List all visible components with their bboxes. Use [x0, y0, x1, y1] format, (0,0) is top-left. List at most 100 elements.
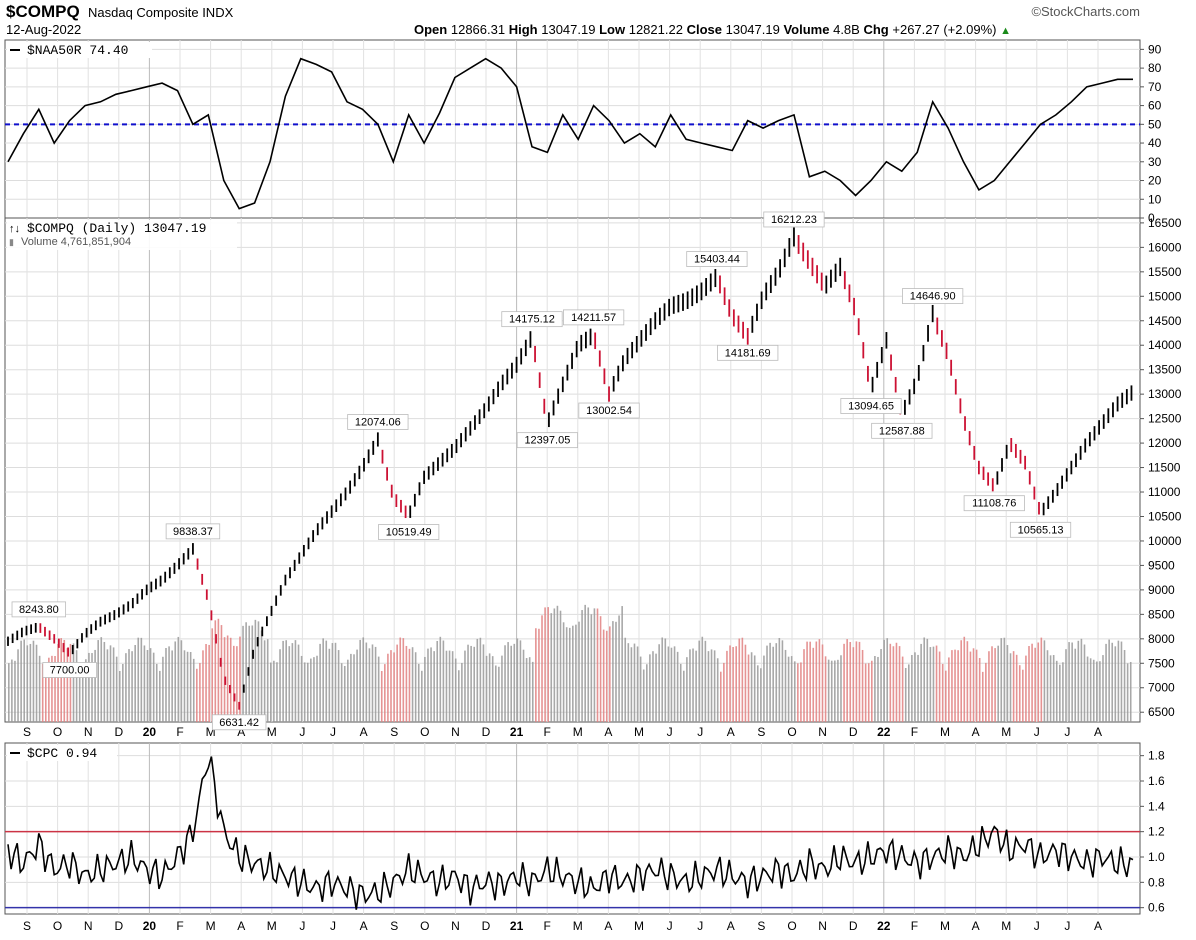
- volume-bar: [217, 618, 220, 722]
- volume-bar: [827, 659, 830, 722]
- volume-bar: [374, 646, 377, 722]
- volume-bar: [556, 605, 559, 722]
- annotation-box: [11, 601, 67, 618]
- volume-bar: [843, 643, 845, 722]
- x-tick-label: D: [849, 725, 858, 739]
- volume-bar: [686, 657, 688, 722]
- volume-bar: [510, 645, 512, 722]
- volume-bar: [473, 646, 476, 722]
- volume-bar: [676, 651, 679, 722]
- y-tick-label: 10500: [1148, 509, 1182, 523]
- volume-bar: [436, 640, 439, 722]
- panel-title-bg: [7, 42, 152, 58]
- x-tick-label: A: [360, 725, 368, 739]
- volume-bar: [818, 639, 821, 722]
- volume-bar: [20, 640, 22, 722]
- volume-bar: [713, 650, 716, 722]
- volume-bar: [1129, 661, 1132, 722]
- volume-bar: [106, 649, 109, 722]
- annotation-label: 6631.42: [219, 717, 259, 729]
- volume-bar: [883, 639, 885, 722]
- volume-bar: [192, 658, 195, 722]
- volume-bar: [17, 649, 19, 722]
- annotation-label: 10519.49: [386, 527, 432, 539]
- volume-bar: [904, 668, 907, 722]
- volume-bar: [29, 643, 32, 722]
- volume-bar: [229, 637, 232, 722]
- y-tick-label: 15500: [1148, 265, 1182, 279]
- volume-bar: [282, 640, 284, 722]
- volume-bar: [165, 647, 167, 722]
- volume-bar: [525, 658, 528, 722]
- volume-bar: [233, 645, 235, 722]
- volume-bar: [146, 649, 149, 722]
- annotation-box: [1009, 521, 1072, 538]
- volume-bar: [445, 650, 448, 722]
- volume-bar: [260, 630, 263, 722]
- volume-bar: [658, 644, 660, 722]
- volume-bar: [461, 662, 463, 722]
- volume-bar: [291, 643, 294, 722]
- volume-bar: [1031, 643, 1033, 722]
- y-tick-label: 10000: [1148, 534, 1182, 548]
- volume-bar: [72, 643, 75, 722]
- volume-bar: [991, 646, 993, 722]
- x-tick-label: J: [299, 919, 305, 933]
- volume-bar: [75, 650, 78, 722]
- volume-bar: [94, 649, 96, 722]
- volume-bar: [81, 667, 84, 722]
- volume-bar: [750, 652, 753, 722]
- volume-bar: [430, 647, 432, 722]
- x-tick-label: J: [330, 725, 336, 739]
- volume-bar: [535, 628, 537, 722]
- x-tick-label: D: [482, 919, 491, 933]
- volume-title: Volume 4,761,851,904: [21, 236, 131, 248]
- annotation-box: [963, 495, 1025, 512]
- volume-bar: [710, 649, 713, 722]
- volume-bar: [168, 646, 170, 722]
- volume-bar: [901, 656, 904, 722]
- panel-title-bg: [7, 745, 117, 761]
- volume-bar: [550, 613, 553, 722]
- y-tick-label: 50: [1148, 117, 1162, 131]
- x-tick-label: 21: [510, 919, 524, 933]
- x-tick-label: M: [267, 725, 277, 739]
- volume-bar: [797, 663, 799, 722]
- volume-bar: [615, 621, 617, 722]
- x-tick-label: S: [757, 919, 765, 933]
- volume-bar: [365, 642, 368, 722]
- volume-bar: [377, 656, 380, 722]
- volume-bar: [263, 640, 266, 722]
- volume-bar: [189, 652, 192, 722]
- y-tick-label: 80: [1148, 61, 1162, 75]
- y-tick-label: 12500: [1148, 412, 1182, 426]
- high-value: 13047.19: [541, 22, 596, 37]
- x-tick-label: J: [299, 725, 305, 739]
- volume-bar: [162, 656, 164, 722]
- volume-bar: [251, 625, 254, 722]
- volume-bar: [815, 641, 818, 722]
- volume-bar: [646, 664, 648, 722]
- index-exchange: INDX: [202, 5, 234, 20]
- volume-bar: [300, 655, 303, 722]
- x-tick-label: N: [818, 725, 827, 739]
- volume-bar: [1068, 642, 1070, 722]
- x-tick-label: F: [911, 725, 918, 739]
- volume-bar: [969, 651, 972, 722]
- volume-bar: [491, 656, 494, 722]
- volume-bar: [347, 659, 349, 722]
- x-tick-label: O: [53, 919, 62, 933]
- brand-watermark[interactable]: ©StockCharts.com: [1031, 4, 1140, 19]
- volume-bar: [1099, 661, 1101, 722]
- volume-bar: [331, 643, 334, 722]
- volume-bar: [239, 636, 241, 722]
- annotation-box: [42, 662, 97, 678]
- panel-title-cpc: $CPC 0.94: [27, 746, 97, 761]
- volume-bar: [316, 655, 318, 722]
- x-tick-label: S: [757, 725, 765, 739]
- volume-bar: [692, 648, 694, 722]
- volume-bar: [858, 641, 861, 722]
- volume-bar: [954, 649, 956, 722]
- volume-bar: [1120, 641, 1123, 722]
- annotation-label: 13094.65: [848, 401, 894, 413]
